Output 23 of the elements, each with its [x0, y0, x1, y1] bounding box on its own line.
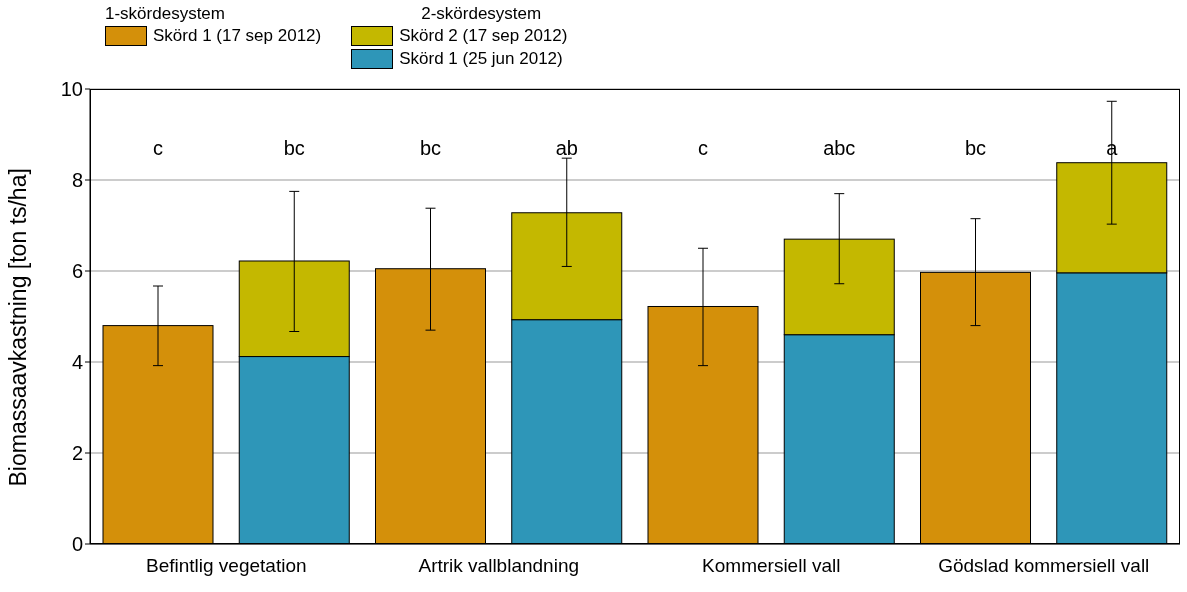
x-tick-label: Gödslad kommersiell vall: [938, 555, 1150, 576]
annotation: c: [153, 136, 163, 159]
text: 1-skördesystem: [105, 4, 226, 24]
legend-label: Skörd 1 (25 jun 2012): [399, 49, 563, 69]
x-tick-label: Artrik vallblandning: [418, 555, 580, 576]
annotation: c: [698, 136, 708, 159]
x-tick-label: Kommersiell vall: [702, 555, 841, 576]
y-tick-label: 4: [71, 351, 83, 374]
annotation: bc: [419, 136, 442, 159]
y-tick-label: 0: [71, 533, 83, 556]
y-tick-label: 10: [60, 78, 83, 101]
x-tick-label: Befintlig vegetation: [145, 555, 307, 576]
y-tick-label: 2: [71, 442, 83, 465]
legend-label: Skörd 2 (17 sep 2012): [399, 26, 568, 46]
y-axis-title: Biomassaavkastning [ton ts/ha]: [5, 168, 32, 487]
legend-label: Skörd 1 (17 sep 2012): [153, 26, 322, 46]
y-tick-label: 6: [71, 260, 83, 283]
annotation: ab: [555, 136, 578, 159]
annotation: bc: [964, 136, 987, 159]
text: 2-skördesystem: [420, 4, 543, 24]
annotation: bc: [283, 136, 305, 159]
annotation: abc: [823, 136, 856, 159]
y-tick-label: 8: [71, 169, 83, 192]
